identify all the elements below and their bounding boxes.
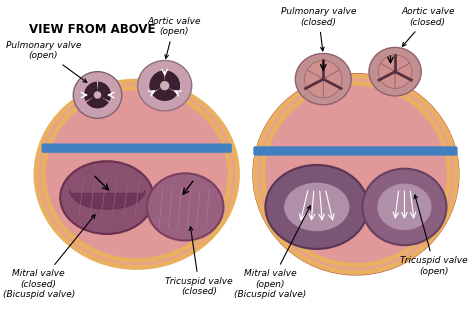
Ellipse shape [147, 173, 223, 240]
Wedge shape [381, 55, 410, 72]
Text: Mitral valve
(open)
(Bicuspid valve): Mitral valve (open) (Bicuspid valve) [234, 206, 310, 299]
FancyBboxPatch shape [42, 143, 232, 153]
Ellipse shape [137, 60, 192, 111]
Text: Tricuspid valve
(closed): Tricuspid valve (closed) [165, 227, 233, 296]
Wedge shape [323, 70, 342, 98]
Wedge shape [378, 63, 395, 88]
Ellipse shape [295, 53, 351, 105]
Wedge shape [84, 82, 98, 100]
Wedge shape [395, 63, 412, 88]
Ellipse shape [73, 72, 122, 118]
Ellipse shape [263, 83, 449, 265]
Text: Tricuspid valve
(open): Tricuspid valve (open) [401, 195, 468, 276]
Text: Aortic valve
(closed): Aortic valve (closed) [401, 8, 455, 46]
Ellipse shape [253, 74, 458, 275]
Ellipse shape [60, 161, 154, 234]
Text: Pulmonary valve
(closed): Pulmonary valve (closed) [281, 8, 356, 51]
Text: VIEW FROM ABOVE: VIEW FROM ABOVE [29, 23, 156, 36]
Wedge shape [153, 86, 177, 100]
Ellipse shape [377, 184, 431, 230]
Wedge shape [307, 60, 339, 79]
Wedge shape [305, 70, 323, 98]
FancyBboxPatch shape [253, 146, 457, 155]
Ellipse shape [265, 165, 368, 249]
Text: Aortic valve
(open): Aortic valve (open) [147, 17, 201, 58]
Circle shape [160, 81, 169, 90]
Ellipse shape [46, 88, 228, 260]
Wedge shape [150, 71, 164, 92]
Text: Pulmonary valve
(open): Pulmonary valve (open) [6, 41, 87, 82]
Wedge shape [164, 71, 180, 92]
Circle shape [94, 91, 101, 99]
Text: Mitral valve
(closed)
(Bicuspid valve): Mitral valve (closed) (Bicuspid valve) [3, 215, 95, 299]
Ellipse shape [36, 81, 237, 268]
Ellipse shape [369, 47, 421, 96]
Ellipse shape [284, 183, 349, 231]
Wedge shape [98, 82, 110, 100]
Wedge shape [87, 95, 108, 108]
Ellipse shape [363, 169, 447, 245]
